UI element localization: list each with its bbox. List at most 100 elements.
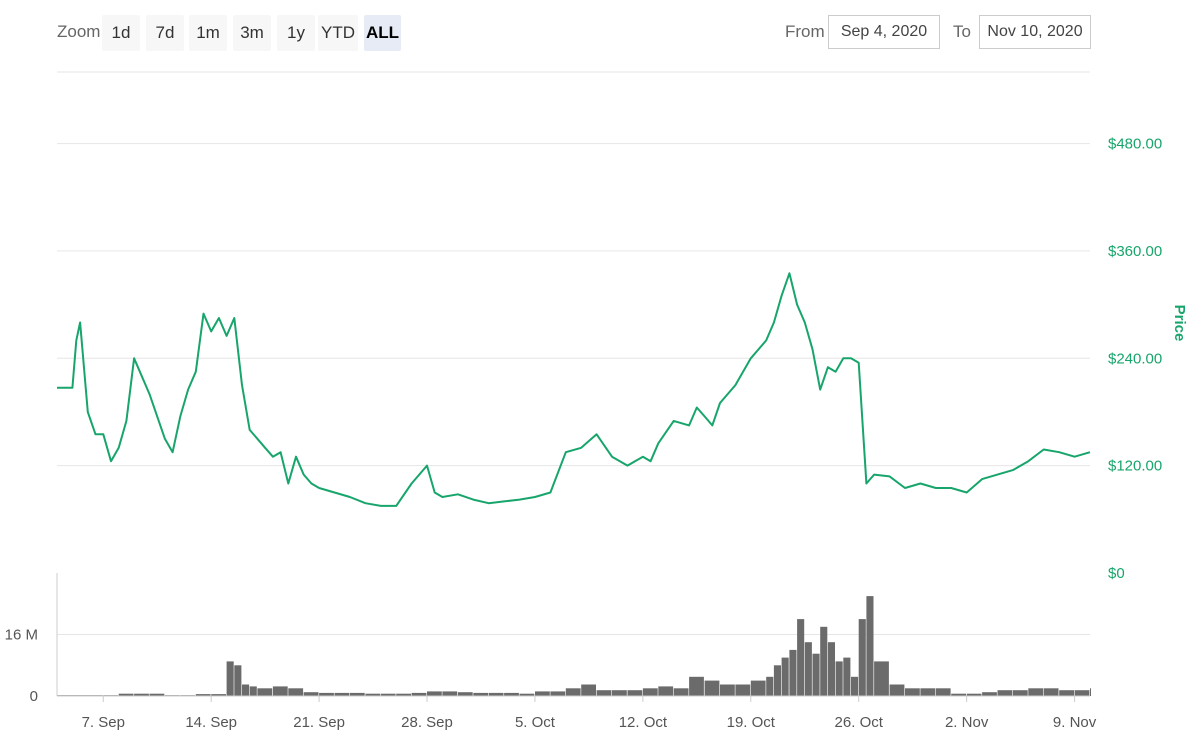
volume-bar — [519, 693, 535, 696]
volume-bar — [1043, 688, 1059, 696]
to-label: To — [953, 22, 971, 41]
zoom-button-ytd[interactable]: YTD — [318, 15, 358, 51]
volume-bar — [565, 688, 581, 696]
volume-bar — [257, 688, 273, 696]
volume-bar — [720, 684, 735, 696]
volume-bar — [797, 619, 805, 696]
volume-bar — [966, 693, 982, 696]
volume-bar — [804, 642, 812, 696]
volume-bar — [905, 688, 920, 696]
zoom-button-3m[interactable]: 3m — [233, 15, 271, 51]
volume-bar — [781, 657, 789, 696]
price-tick-label: $360.00 — [1108, 243, 1162, 260]
volume-bar — [997, 690, 1013, 696]
volume-bar — [704, 680, 720, 696]
volume-bar — [658, 686, 674, 696]
volume-bar — [1028, 688, 1044, 696]
date-tick-label: 5. Oct — [515, 714, 556, 731]
price-tick-label: $240.00 — [1108, 350, 1162, 367]
volume-bar — [195, 694, 211, 696]
zoom-label: Zoom — [57, 22, 101, 41]
volume-bar — [319, 692, 334, 696]
price-tick-label: $120.00 — [1108, 458, 1162, 475]
price-axis-title: Price — [1171, 305, 1188, 342]
price-line — [57, 272, 1091, 507]
volume-bar — [812, 653, 820, 696]
volume-bar — [303, 692, 319, 696]
volume-tick-label: 0 — [30, 688, 38, 705]
volume-bar — [735, 684, 751, 696]
volume-bar — [920, 688, 936, 696]
volume-bar — [272, 686, 288, 696]
volume-bar — [789, 649, 797, 696]
zoom-button-1m[interactable]: 1m — [189, 15, 227, 51]
volume-bar — [766, 676, 774, 696]
volume-bar — [889, 684, 905, 696]
to-date-input[interactable] — [979, 15, 1091, 49]
volume-bar — [689, 676, 704, 696]
volume-bar — [396, 693, 411, 696]
zoom-button-1y[interactable]: 1y — [277, 15, 315, 51]
volume-bar — [673, 688, 689, 696]
volume-bar — [211, 694, 226, 696]
zoom-button-all[interactable]: ALL — [364, 15, 401, 51]
volume-bar — [858, 619, 866, 696]
volume-bar — [488, 692, 504, 696]
volume-bar — [866, 596, 874, 696]
volume-axis: 0 16 M — [5, 627, 38, 706]
date-tick-label: 12. Oct — [619, 714, 668, 731]
volume-bar — [627, 690, 643, 696]
volume-bar — [380, 693, 396, 696]
volume-bar — [149, 693, 165, 696]
volume-bar — [457, 692, 473, 696]
price-tick-label: $480.00 — [1108, 136, 1162, 153]
date-tick-label: 28. Sep — [401, 714, 453, 731]
volume-bar — [134, 693, 149, 696]
volume-bar — [442, 691, 458, 696]
price-tick-label: $0 — [1108, 565, 1125, 582]
volume-bar — [550, 691, 566, 696]
volume-tick-label: 16 M — [5, 627, 38, 644]
volume-bar — [226, 661, 234, 696]
date-tick-label: 9. Nov — [1053, 714, 1097, 731]
volume-bar — [596, 690, 612, 696]
volume-bar — [851, 676, 859, 696]
volume-bar — [827, 642, 835, 696]
price-axis: $0 $120.00 $240.00 $360.00 $480.00 — [1108, 136, 1162, 582]
volume-bar — [1090, 688, 1091, 696]
price-grid — [57, 143, 1090, 467]
volume-bar — [473, 692, 489, 696]
volume-bar — [1074, 690, 1090, 696]
volume-bar — [288, 688, 304, 696]
zoom-button-1d[interactable]: 1d — [102, 15, 140, 51]
volume-bar — [411, 692, 427, 696]
volume-bar — [249, 686, 257, 696]
volume-bar — [427, 691, 442, 696]
volume-bar — [581, 684, 596, 696]
date-tick-label: 2. Nov — [945, 714, 989, 731]
volume-bar — [535, 691, 550, 696]
date-tick-label: 14. Sep — [185, 714, 237, 731]
date-tick-label: 26. Oct — [835, 714, 884, 731]
volume-bar — [843, 657, 851, 696]
from-date-input[interactable] — [828, 15, 940, 49]
volume-bar — [773, 665, 781, 697]
volume-bar — [504, 692, 519, 696]
range-selector-toolbar: Zoom 1d 7d 1m 3m 1y YTD ALL From To — [0, 0, 1200, 60]
volume-bar — [1012, 690, 1028, 696]
volume-bar — [874, 661, 889, 696]
volume-bar — [1059, 690, 1074, 696]
volume-bar — [750, 680, 766, 696]
volume-bar — [118, 693, 134, 696]
volume-bar — [982, 692, 997, 696]
date-tick-label: 21. Sep — [293, 714, 345, 731]
volume-bar — [835, 661, 843, 696]
volume-bar — [935, 688, 951, 696]
date-tick-label: 19. Oct — [727, 714, 776, 731]
volume-bar — [334, 692, 350, 696]
volume-bars — [57, 596, 1091, 697]
volume-bar — [234, 665, 242, 697]
zoom-button-7d[interactable]: 7d — [146, 15, 184, 51]
volume-bar — [820, 626, 828, 696]
